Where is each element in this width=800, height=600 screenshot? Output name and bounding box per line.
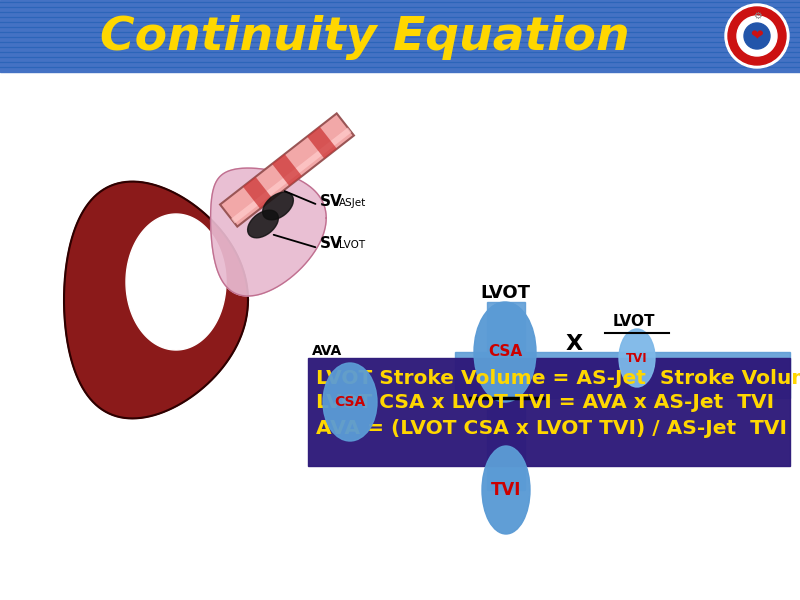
Text: ASJet: ASJet — [339, 198, 366, 208]
Text: ⚙: ⚙ — [753, 11, 762, 21]
Ellipse shape — [248, 210, 278, 238]
Text: AVA = (LVOT CSA x LVOT TVI) / AS-Jet  TVI: AVA = (LVOT CSA x LVOT TVI) / AS-Jet TVI — [316, 419, 787, 437]
Circle shape — [737, 16, 777, 56]
Text: SV: SV — [320, 236, 342, 251]
Circle shape — [744, 23, 770, 49]
Circle shape — [728, 7, 786, 65]
Bar — [308, 358, 790, 466]
Text: LVOT: LVOT — [480, 284, 530, 302]
Text: X: X — [566, 334, 582, 354]
Bar — [487, 398, 525, 490]
Text: LVOT Stroke Volume = AS-Jet  Stroke Volume: LVOT Stroke Volume = AS-Jet Stroke Volum… — [316, 368, 800, 388]
Ellipse shape — [482, 446, 530, 534]
Ellipse shape — [323, 363, 377, 441]
Ellipse shape — [474, 302, 536, 402]
Ellipse shape — [619, 329, 655, 387]
Text: TVI: TVI — [626, 352, 648, 364]
Bar — [455, 352, 790, 398]
Text: LVOT CSA x LVOT TVI = AVA x AS-Jet  TVI: LVOT CSA x LVOT TVI = AVA x AS-Jet TVI — [316, 392, 774, 412]
Polygon shape — [243, 177, 273, 209]
Text: LVOT: LVOT — [339, 240, 365, 250]
Text: CSA: CSA — [334, 395, 366, 409]
Polygon shape — [64, 182, 248, 418]
Text: ❤: ❤ — [750, 28, 763, 43]
Text: CSA: CSA — [488, 344, 522, 359]
Polygon shape — [307, 127, 337, 158]
Polygon shape — [272, 154, 302, 186]
Text: TVI: TVI — [491, 481, 521, 499]
Polygon shape — [210, 168, 326, 296]
Polygon shape — [126, 214, 226, 350]
Bar — [487, 302, 525, 352]
Text: SV: SV — [320, 194, 342, 209]
Ellipse shape — [262, 192, 294, 220]
Polygon shape — [231, 128, 351, 223]
Circle shape — [725, 4, 789, 68]
Bar — [0, 0, 800, 72]
Text: AVA: AVA — [312, 344, 342, 358]
Text: LVOT: LVOT — [613, 314, 655, 329]
Polygon shape — [220, 113, 354, 227]
Text: Continuity Equation: Continuity Equation — [100, 16, 630, 61]
